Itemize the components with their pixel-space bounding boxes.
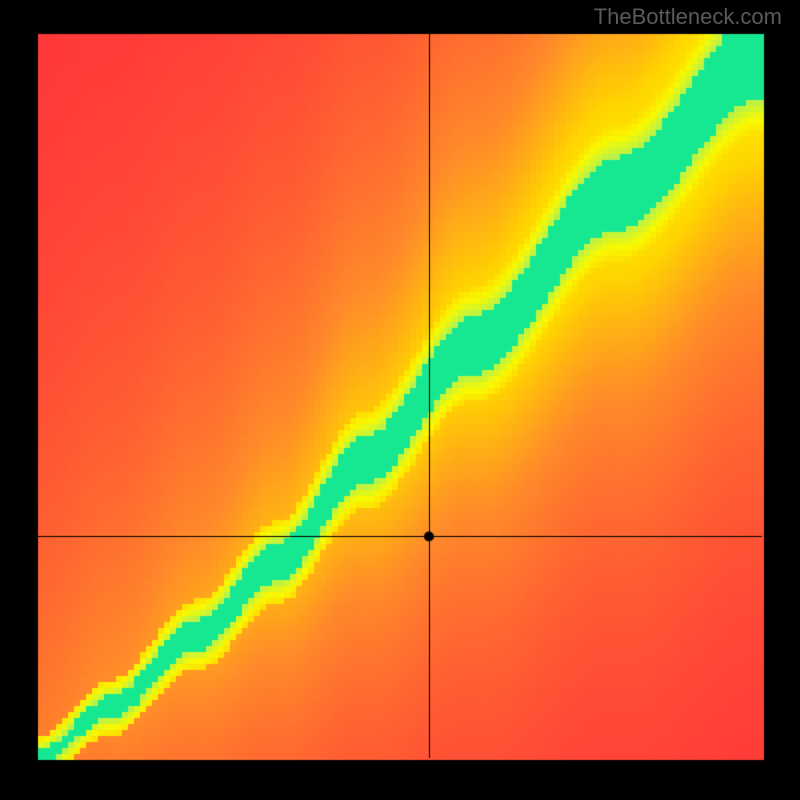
watermark-label: TheBottleneck.com	[594, 4, 782, 30]
chart-container: TheBottleneck.com	[0, 0, 800, 800]
heatmap-canvas	[0, 0, 800, 800]
